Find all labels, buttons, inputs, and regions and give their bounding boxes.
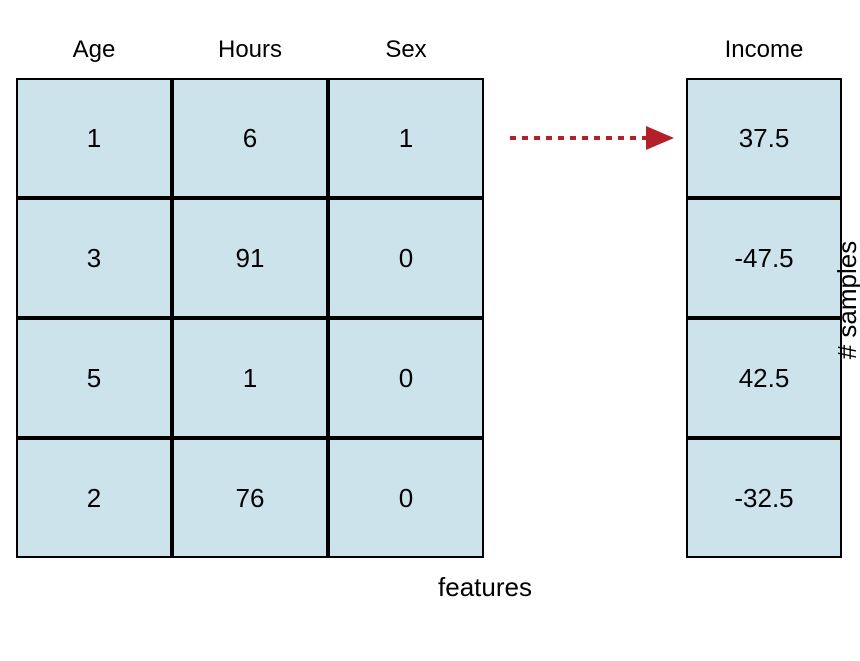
y-axis-label: # samples (832, 180, 860, 420)
mapping-arrow-icon (0, 0, 860, 661)
diagram-stage: Age Hours Sex Income 1 6 1 3 91 0 5 1 0 … (0, 0, 860, 661)
x-axis-label: features (350, 572, 620, 603)
